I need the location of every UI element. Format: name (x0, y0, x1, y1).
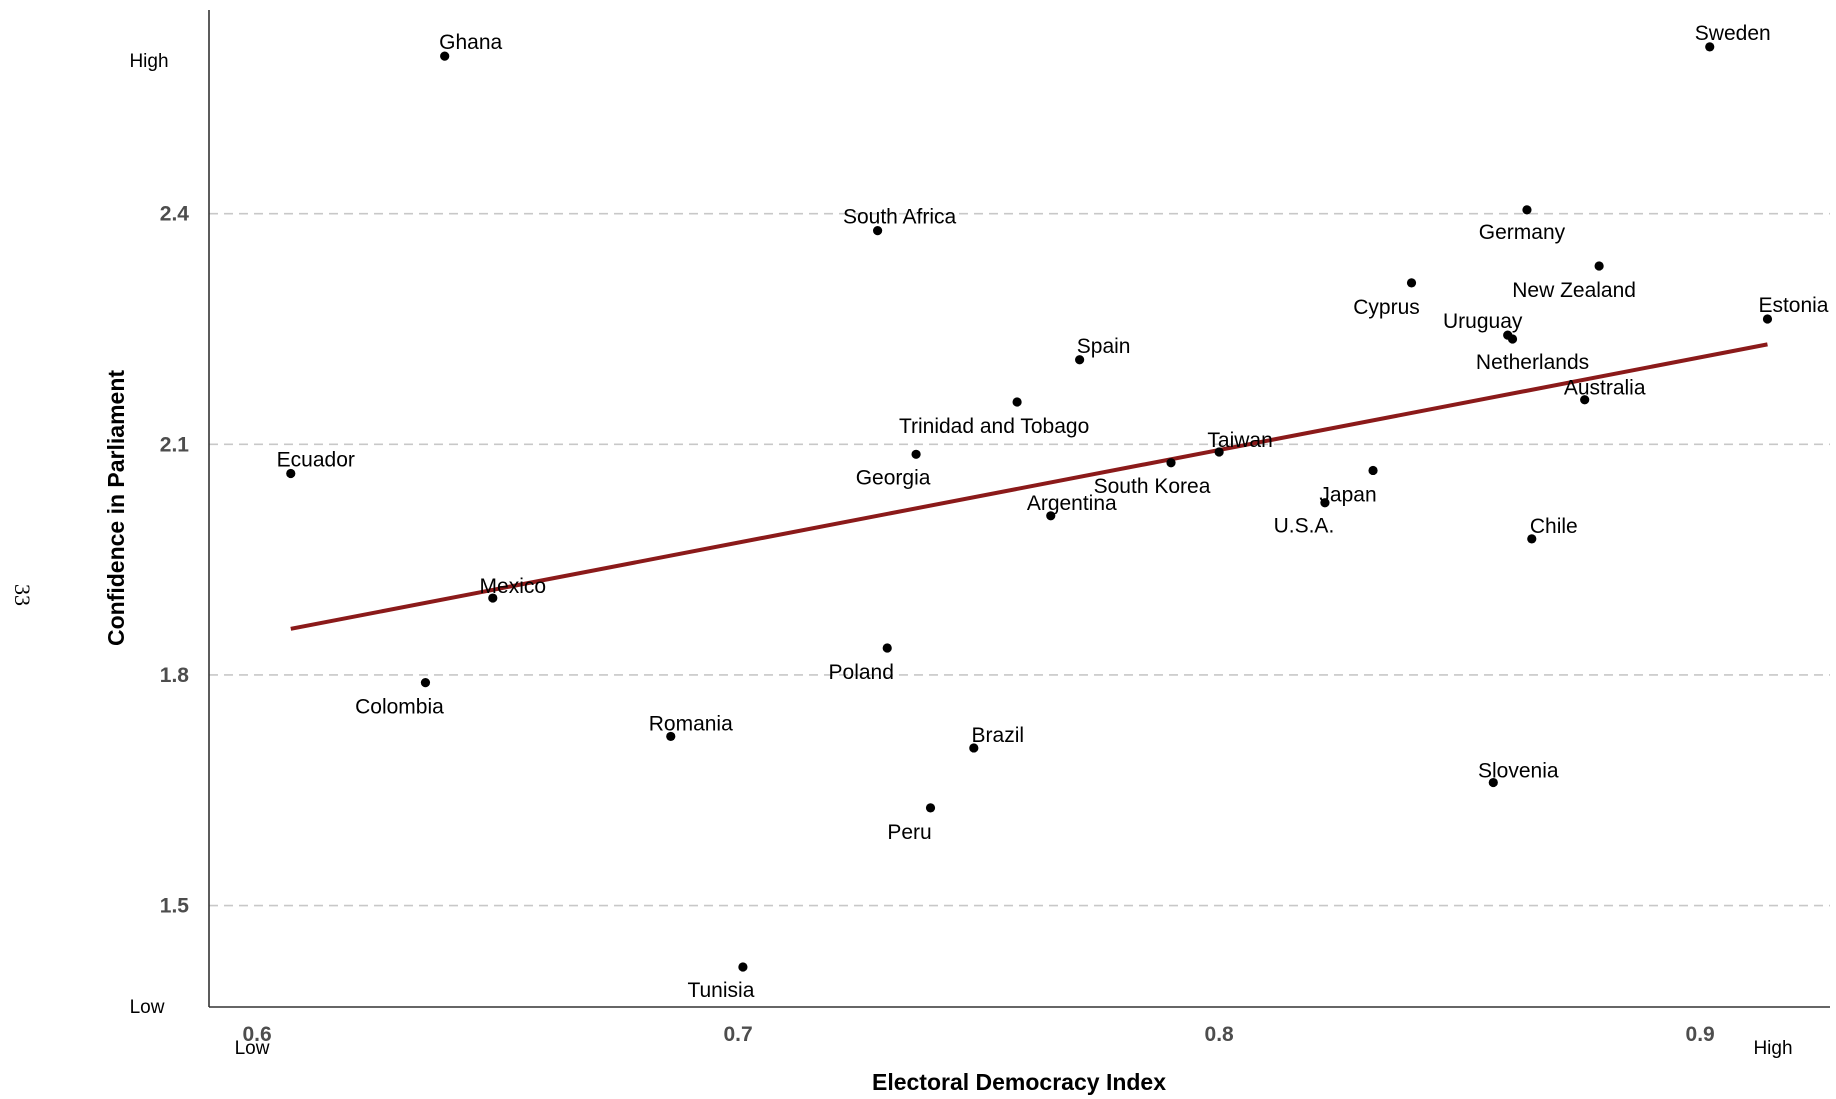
point-label: Estonia (1758, 294, 1828, 317)
x-axis-title: Electoral Democracy Index (872, 1069, 1166, 1095)
data-point (1580, 395, 1590, 405)
x-tick-label: 0.6 (242, 1023, 271, 1046)
point-label: Australia (1564, 377, 1646, 400)
point-label: Sweden (1695, 22, 1771, 45)
data-point (1166, 458, 1176, 468)
y-axis-high-label: High (129, 51, 168, 72)
point-label: Brazil (972, 724, 1025, 747)
point-label: Ghana (439, 31, 502, 54)
data-point (1527, 534, 1537, 544)
point-label: South Africa (843, 206, 957, 229)
x-tick-label: 0.9 (1686, 1023, 1715, 1046)
y-tick-label: 1.8 (160, 664, 190, 687)
data-point (1406, 278, 1417, 288)
point-label: Trinidad and Tobago (899, 415, 1089, 438)
y-tick-label: 1.5 (160, 895, 190, 918)
grid-lines (209, 212, 1830, 907)
trend-line-group (290, 342, 1768, 631)
data-point (1594, 261, 1604, 271)
data-point (1368, 465, 1378, 476)
tick-labels: 1.5 1.8 2.1 2.4 0.6 0.7 0.8 0.9 (160, 203, 1715, 1046)
data-point (1012, 397, 1022, 407)
x-tick-label: 0.8 (1205, 1023, 1235, 1046)
data-point (1075, 355, 1085, 365)
data-point (440, 51, 450, 61)
y-axis-title: Confidence in Parliament (103, 370, 129, 646)
data-point (1507, 334, 1518, 344)
point-label: Peru (887, 821, 931, 844)
point-label: Poland (829, 661, 894, 684)
data-point (873, 226, 883, 236)
point-label: Colombia (355, 696, 444, 719)
x-tick-label: 0.7 (724, 1023, 753, 1046)
data-point (969, 743, 979, 753)
data-point (488, 593, 498, 603)
data-points (286, 42, 1773, 972)
point-label: South Korea (1094, 475, 1211, 498)
point-label: Romania (649, 712, 733, 735)
data-point (1320, 498, 1330, 508)
data-point (1046, 511, 1056, 521)
data-point (1762, 314, 1773, 324)
data-point (1522, 205, 1532, 215)
x-axis-low-label: Low (235, 1038, 270, 1059)
data-point (738, 962, 748, 972)
data-point (925, 803, 936, 813)
point-label: Ecuador (277, 449, 355, 472)
y-axis-low-label: Low (130, 997, 165, 1018)
trend-line (290, 342, 1768, 631)
data-point (1488, 777, 1498, 788)
page-number: 33 (10, 584, 35, 606)
point-label: Slovenia (1478, 760, 1559, 783)
point-label: Japan (1319, 483, 1376, 506)
point-label: Uruguay (1443, 310, 1523, 333)
point-label: Mexico (480, 575, 547, 598)
data-point (882, 643, 892, 653)
y-tick-label: 2.1 (160, 433, 190, 456)
data-point (666, 731, 676, 742)
point-label: Taiwan (1207, 429, 1272, 452)
point-label: Spain (1077, 335, 1131, 358)
data-point (911, 449, 921, 459)
point-label: U.S.A. (1274, 515, 1335, 538)
point-label: New Zealand (1512, 279, 1636, 302)
y-tick-label: 2.4 (160, 203, 190, 226)
data-point (1214, 447, 1224, 457)
point-label: Georgia (856, 466, 931, 489)
point-label: Cyprus (1353, 296, 1420, 319)
point-label: Germany (1479, 221, 1566, 244)
point-labels: Ghana Sweden South Africa Germany New Zealan… (277, 22, 1829, 1002)
point-label: Argentina (1027, 492, 1117, 515)
x-axis-high-label: High (1753, 1038, 1792, 1059)
axes (208, 10, 1830, 1008)
data-point (420, 678, 431, 688)
point-label: Tunisia (687, 979, 754, 1002)
point-label: Netherlands (1476, 351, 1589, 374)
data-point (286, 468, 296, 479)
data-point (1705, 42, 1715, 52)
point-label: Chile (1530, 515, 1578, 538)
